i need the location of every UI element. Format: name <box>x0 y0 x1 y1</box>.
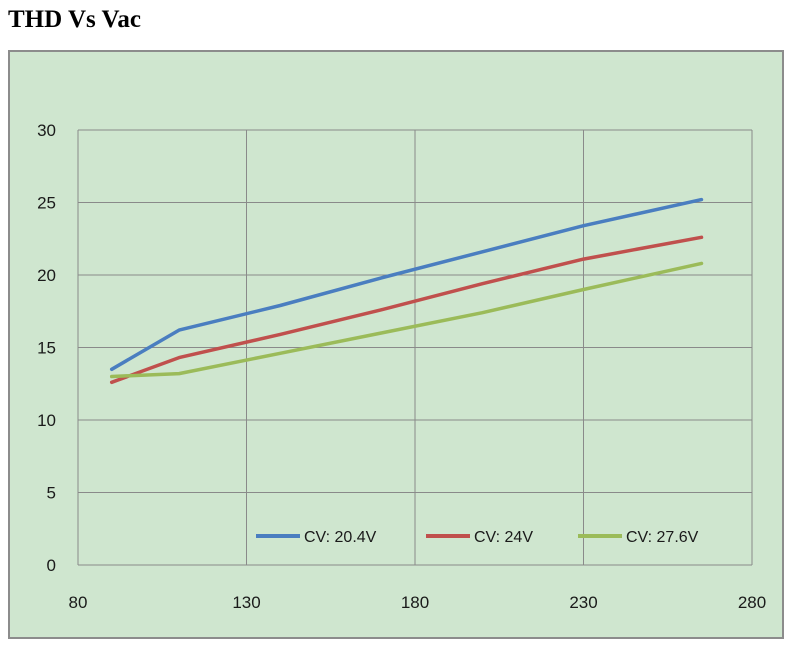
series-line-1 <box>109 197 704 372</box>
y-tick-label-6: 30 <box>37 121 56 140</box>
legend-label-1: CV: 20.4V <box>304 529 377 546</box>
chart-background <box>10 52 782 637</box>
y-tick-label-1: 5 <box>47 484 56 503</box>
series-line-3 <box>109 261 704 379</box>
x-tick-label-4: 280 <box>738 593 766 612</box>
page-title: THD Vs Vac <box>8 6 141 33</box>
legend-label-3: CV: 27.6V <box>626 529 699 546</box>
y-tick-label-0: 0 <box>47 556 56 575</box>
legend-label-2: CV: 24V <box>474 529 533 546</box>
series-line-2 <box>109 235 704 385</box>
series-lines <box>109 197 704 385</box>
legend: CV: 20.4V CV: 24V CV: 27.6V <box>256 529 699 546</box>
x-tick-label-0: 80 <box>69 593 88 612</box>
y-tick-label-4: 20 <box>37 266 56 285</box>
y-tick-label-2: 10 <box>37 411 56 430</box>
gridlines <box>77 129 753 566</box>
y-tick-label-5: 25 <box>37 194 56 213</box>
axes: 0 5 10 15 20 25 30 80 130 180 230 280 <box>37 121 766 612</box>
x-tick-label-2: 180 <box>401 593 429 612</box>
x-tick-label-3: 230 <box>569 593 597 612</box>
x-tick-label-1: 130 <box>232 593 260 612</box>
chart-frame <box>8 50 784 639</box>
y-tick-label-3: 15 <box>37 339 56 358</box>
